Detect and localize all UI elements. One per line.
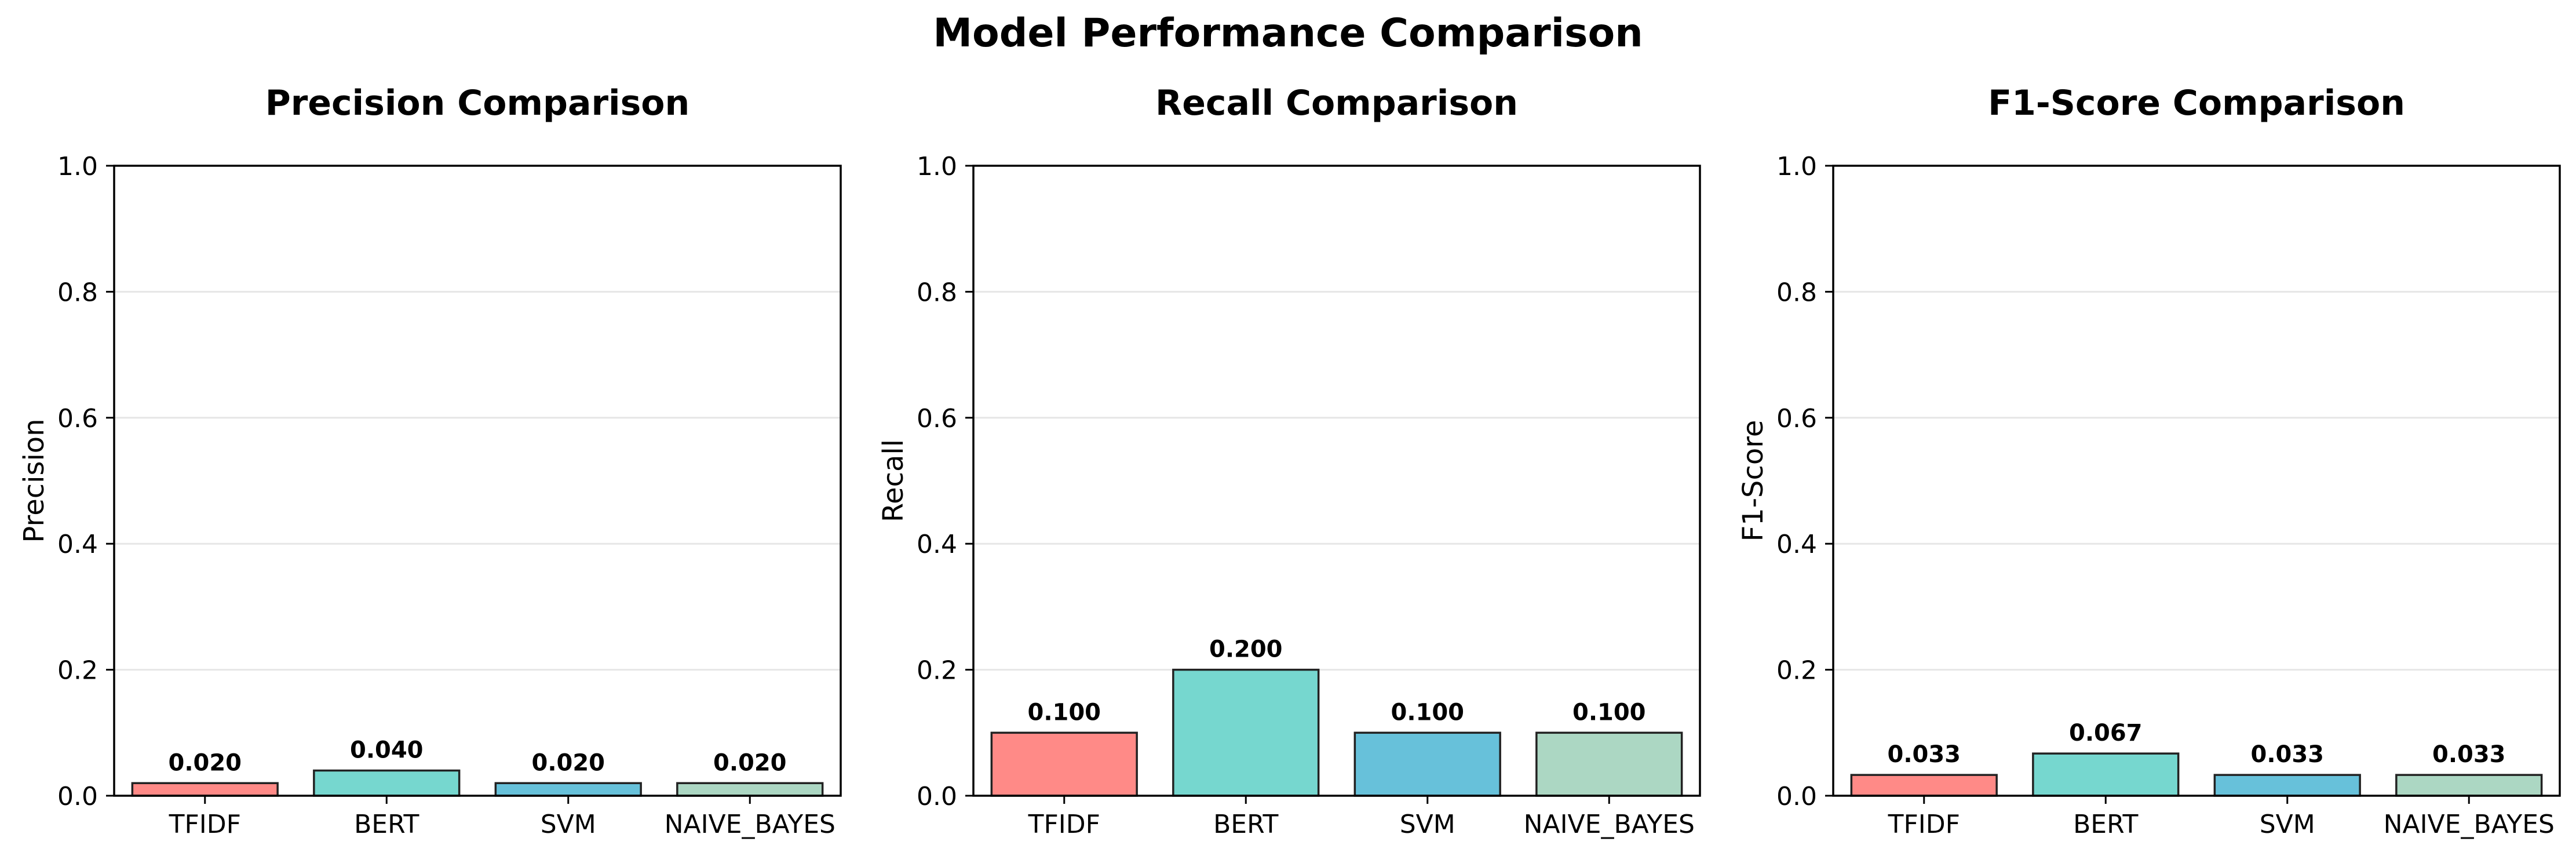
panel-2-bar bbox=[1353, 731, 1501, 797]
panel-2-ytick-label: 0.2 bbox=[917, 656, 957, 686]
panel-3-axes-frame bbox=[1832, 165, 2561, 797]
panel-1-ytick-label: 0.0 bbox=[57, 782, 98, 811]
panel-3-ylabel: F1-Score bbox=[1737, 420, 1769, 542]
panel-2-value-label: 0.100 bbox=[1027, 699, 1101, 726]
panel-1-xtick-label: TFIDF bbox=[169, 810, 241, 839]
panel-1-title: Precision Comparison bbox=[265, 83, 690, 123]
panel-1-bar bbox=[313, 769, 461, 797]
panel-3-ytick-label: 0.6 bbox=[1776, 404, 1817, 434]
panel-2-title: Recall Comparison bbox=[1155, 83, 1518, 123]
panel-1-ytick-label: 1.0 bbox=[57, 152, 98, 181]
panel-1-ytick-label: 0.4 bbox=[57, 530, 98, 559]
panel-1-value-label: 0.040 bbox=[350, 737, 424, 764]
panel-2-value-label: 0.200 bbox=[1209, 636, 1283, 663]
panel-3-value-label: 0.067 bbox=[2069, 720, 2143, 746]
panel-2-ytick-label: 0.0 bbox=[917, 782, 957, 811]
panel-3-ytick-label: 0.4 bbox=[1776, 530, 1817, 559]
panel-2-xtick-label: SVM bbox=[1400, 810, 1455, 839]
panel-3-ytick-label: 0.2 bbox=[1776, 656, 1817, 686]
panel-3-bar bbox=[2032, 752, 2180, 797]
panel-1-ytick-label: 0.6 bbox=[57, 404, 98, 434]
panel-3-bar bbox=[1850, 774, 1998, 797]
panel-2-xtick-label: BERT bbox=[1213, 810, 1278, 839]
panel-3-bar bbox=[2213, 774, 2361, 797]
panel-1-value-label: 0.020 bbox=[531, 749, 605, 776]
panel-2-value-label: 0.100 bbox=[1391, 699, 1464, 726]
panel-2-bar bbox=[990, 731, 1138, 797]
panel-3-xtick-label: BERT bbox=[2073, 810, 2138, 839]
panel-2-ytick-label: 1.0 bbox=[917, 152, 957, 181]
panel-1-bar bbox=[131, 782, 279, 797]
panel-1-xtick-label: BERT bbox=[354, 810, 419, 839]
panel-3-ytick-label: 1.0 bbox=[1776, 152, 1817, 181]
panel-1-ylabel: Precision bbox=[18, 418, 50, 542]
panel-1-axes-frame bbox=[113, 165, 842, 797]
panel-3-xtick-label: NAIVE_BAYES bbox=[2384, 810, 2555, 839]
panel-3-value-label: 0.033 bbox=[2432, 741, 2506, 768]
panel-2-bar bbox=[1535, 731, 1683, 797]
panel-1-xtick-label: NAIVE_BAYES bbox=[665, 810, 835, 839]
panel-2-value-label: 0.100 bbox=[1572, 699, 1646, 726]
panel-1-ytick-label: 0.8 bbox=[57, 278, 98, 307]
panel-2-ylabel: Recall bbox=[877, 439, 910, 522]
panel-1-bar bbox=[494, 782, 642, 797]
panel-1-value-label: 0.020 bbox=[168, 749, 242, 776]
figure-title: Model Performance Comparison bbox=[933, 10, 1643, 56]
panel-1-value-label: 0.020 bbox=[713, 749, 787, 776]
panel-1-bar bbox=[676, 782, 824, 797]
panel-3-title: F1-Score Comparison bbox=[1988, 83, 2405, 123]
panel-2-ytick-label: 0.8 bbox=[917, 278, 957, 307]
panel-3-value-label: 0.033 bbox=[1887, 741, 1961, 768]
panel-2-ytick-label: 0.4 bbox=[917, 530, 957, 559]
panel-2-xtick-label: NAIVE_BAYES bbox=[1524, 810, 1695, 839]
panel-3-ytick-label: 0.8 bbox=[1776, 278, 1817, 307]
panel-2-bar bbox=[1172, 668, 1320, 797]
panel-3-xtick-label: SVM bbox=[2260, 810, 2315, 839]
panel-2-axes-frame bbox=[972, 165, 1701, 797]
panel-3-bar bbox=[2395, 774, 2543, 797]
panel-1-ytick-label: 0.2 bbox=[57, 656, 98, 686]
panel-2-ytick-label: 0.6 bbox=[917, 404, 957, 434]
panel-3-xtick-label: TFIDF bbox=[1888, 810, 1960, 839]
panel-2-xtick-label: TFIDF bbox=[1028, 810, 1100, 839]
panel-3-ytick-label: 0.0 bbox=[1776, 782, 1817, 811]
panel-1-xtick-label: SVM bbox=[541, 810, 596, 839]
panel-3-value-label: 0.033 bbox=[2250, 741, 2324, 768]
